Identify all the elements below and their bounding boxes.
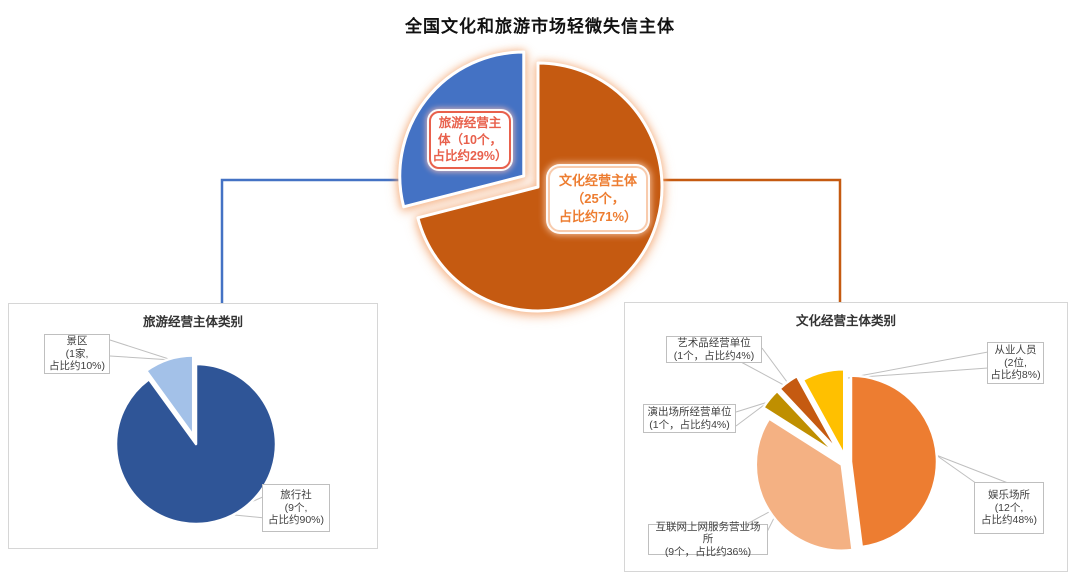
main-pie-label-tourism: 旅游经营主 体（10个， 占比约29%）	[429, 111, 511, 169]
culture-pie-slice-娱乐场所	[849, 374, 939, 549]
main-pie-label-culture: 文化经营主体 （25个， 占比约71%）	[548, 166, 648, 232]
page-title: 全国文化和旅游市场轻微失信主体	[405, 17, 675, 36]
tourism-category-panel: 旅游经营主体类别	[8, 303, 378, 549]
callout-leader-line	[735, 401, 769, 427]
callout-leader-line	[847, 367, 989, 379]
callout-internet-cafe: 互联网上网服务营业场所 (9个，占比约36%)	[648, 521, 768, 558]
callout-art-business: 艺术品经营单位 (1个，占比约4%)	[666, 336, 762, 363]
culture-category-panel: 文化经营主体类别	[624, 302, 1068, 572]
culture-pie-slice-演出场所经营单位	[762, 389, 838, 455]
culture-pie-slice-互联网上网服务营业场所	[754, 417, 854, 552]
callout-performance-venue: 演出场所经营单位 (1个，占比约4%)	[643, 404, 736, 433]
callout-staff: 从业人员 (2位, 占比约8%)	[987, 342, 1044, 384]
tourism-pie-slice-旅行社	[114, 362, 278, 526]
callout-leader-line	[109, 339, 173, 361]
culture-pie-slice-艺术品经营单位	[778, 374, 840, 453]
main-pie-slice-文化经营主体	[416, 61, 664, 313]
tourism-pie-slice-景区	[144, 354, 195, 437]
callout-entertainment-venue: 娱乐场所 (12个, 占比约48%)	[974, 482, 1044, 534]
tourism-pie	[114, 354, 278, 526]
panel-connector-line	[220, 178, 402, 303]
panel-connector-line	[660, 178, 842, 302]
callout-scenic-area: 景区 (1家, 占比约10%)	[44, 334, 110, 374]
culture-pie	[754, 367, 939, 552]
callout-leader-line	[735, 401, 769, 413]
callout-leader-line	[109, 355, 173, 361]
culture-pie-slice-从业人员	[801, 367, 846, 457]
callout-leader-line	[935, 454, 981, 487]
culture-panel-title: 文化经营主体类别	[795, 314, 896, 328]
callout-leader-line	[935, 454, 1009, 484]
callout-leader-line	[847, 351, 989, 379]
callout-travel-agency: 旅行社 (9个, 占比约90%)	[262, 484, 330, 532]
tourism-panel-title: 旅游经营主体类别	[142, 315, 243, 329]
